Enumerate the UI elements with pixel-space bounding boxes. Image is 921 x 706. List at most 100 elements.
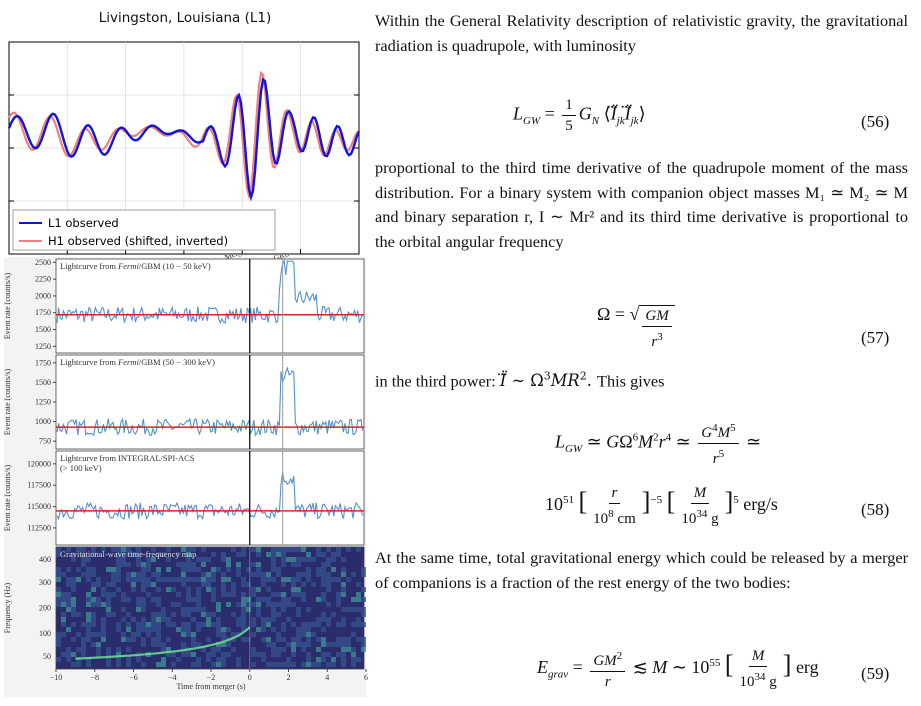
spectrogram-cell (231, 582, 236, 587)
spectrogram-cell (296, 572, 301, 577)
spectrogram-cell (136, 572, 141, 577)
spectrogram-cell (156, 627, 161, 632)
spectrogram-cell (121, 632, 126, 637)
spectrogram-cell (296, 607, 301, 612)
spectrogram-cell (86, 632, 91, 637)
spectrogram-cell (346, 577, 351, 582)
spectrogram-cell (161, 642, 166, 647)
spectrogram-cell (281, 592, 286, 597)
spectrogram-cell (166, 587, 171, 592)
spectrogram-cell (141, 622, 146, 627)
spectrogram-cell (356, 547, 361, 552)
spectrogram-cell (91, 567, 96, 572)
spectrogram-cell (256, 652, 261, 657)
spectrogram-cell (126, 637, 131, 642)
spectrogram-cell (106, 597, 111, 602)
spectrogram-cell (151, 642, 156, 647)
spectrogram-cell (141, 562, 146, 567)
spectrogram-cell (256, 552, 261, 557)
spectrogram-cell (211, 587, 216, 592)
spectrogram-cell (326, 662, 331, 667)
spectrogram-cell (181, 622, 186, 627)
spectrogram-cell (176, 592, 181, 597)
spectrogram-cell (201, 647, 206, 652)
spectrogram-cell (216, 642, 221, 647)
spectrogram-cell (266, 597, 271, 602)
spectrogram-cell (361, 572, 366, 577)
spectrogram-cell (196, 602, 201, 607)
spectrogram-cell (96, 602, 101, 607)
spectrogram-cell (126, 577, 131, 582)
spectrogram-cell (111, 582, 116, 587)
spectrogram-cell (141, 572, 146, 577)
spectrogram-cell (231, 637, 236, 642)
spectrogram-cell (251, 602, 256, 607)
panel-label: Lightcurve from Fermi/GBM (50 − 300 keV) (60, 357, 215, 367)
spectrogram-cell (116, 657, 121, 662)
spectrogram-cell (361, 637, 366, 642)
spectrogram-cell (126, 552, 131, 557)
spectrogram-cell (126, 657, 131, 662)
spectrogram-cell (211, 552, 216, 557)
spectrogram-cell (221, 657, 226, 662)
spectrogram-cell (286, 662, 291, 667)
spectrogram-cell (266, 572, 271, 577)
spectrogram-cell (336, 637, 341, 642)
spectrogram-cell (71, 582, 76, 587)
spectrogram-cell (151, 597, 156, 602)
spectrogram-cell (171, 622, 176, 627)
spectrogram-cell (181, 572, 186, 577)
spectrogram-cell (181, 632, 186, 637)
spectrogram-cell (361, 567, 366, 572)
spectrogram-cell (341, 592, 346, 597)
spectrogram-cell (186, 622, 191, 627)
spectrogram-cell (251, 562, 256, 567)
spectrogram-cell (176, 577, 181, 582)
panel-frame (55, 258, 365, 354)
xtick-label: −4 (168, 673, 177, 682)
spectrogram-cell (256, 627, 261, 632)
spectrogram-cell (291, 577, 296, 582)
spectrogram-cell (161, 612, 166, 617)
spectrogram-cell (256, 562, 261, 567)
spectrogram-cell (71, 652, 76, 657)
xtick-label: 2 (287, 673, 291, 682)
spectrogram-cell (181, 567, 186, 572)
spectrogram-cell (156, 612, 161, 617)
xtick-label: −6 (129, 673, 138, 682)
spectrogram-cell (91, 622, 96, 627)
spectrogram-cell (66, 577, 71, 582)
ytick-label: 2000 (35, 291, 51, 300)
xtick-label: 6 (364, 673, 368, 682)
spectrogram-cell (316, 567, 321, 572)
spectrogram-cell (136, 627, 141, 632)
spectrogram-cell (221, 627, 226, 632)
spectrogram-cell (326, 562, 331, 567)
paragraph-2: proportional to the third time derivativ… (375, 158, 908, 251)
spectrogram-cell (166, 652, 171, 657)
ytick-label: 112500 (27, 523, 51, 532)
spectrogram-cell (181, 607, 186, 612)
spectrogram-cell (146, 632, 151, 637)
spectrogram-cell (336, 642, 341, 647)
spectrogram-cell (56, 577, 61, 582)
spectrogram-cell (156, 567, 161, 572)
spectrogram-cell (206, 572, 211, 577)
spectrogram-cell (311, 662, 316, 667)
spectrogram-cell (276, 652, 281, 657)
spectrogram-cell (116, 572, 121, 577)
spectrogram-cell (276, 602, 281, 607)
spectrogram-cell (171, 602, 176, 607)
spectrogram-cell (156, 662, 161, 667)
paragraph-3-lead: in the third power: (375, 371, 496, 391)
spectrogram-cell (141, 617, 146, 622)
spectrogram-cell (196, 592, 201, 597)
spectrogram-cell (111, 612, 116, 617)
spectrogram-cell (61, 597, 66, 602)
xtick-label: −10 (50, 673, 63, 682)
spectrogram-cell (61, 617, 66, 622)
spectrogram-cell (156, 637, 161, 642)
spectrogram-cell (316, 552, 321, 557)
equation-number-56: (56) (861, 112, 890, 131)
spectrogram-cell (186, 577, 191, 582)
